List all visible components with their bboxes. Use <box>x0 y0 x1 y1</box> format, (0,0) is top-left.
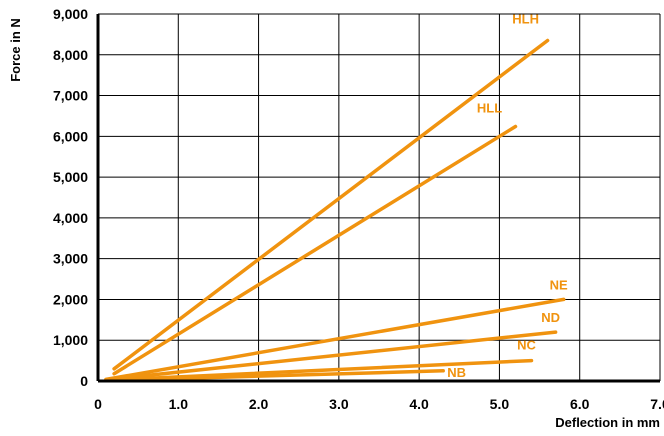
series-label-nc: NC <box>517 338 536 353</box>
series-label-nd: ND <box>541 310 560 325</box>
series-line-nd <box>104 330 558 382</box>
axes <box>96 14 660 383</box>
x-tick-label: 3.0 <box>329 396 349 412</box>
y-tick-label: 4,000 <box>53 210 88 226</box>
x-axis-label: Deflection in mm <box>555 415 660 430</box>
y-tick-label: 6,000 <box>53 128 88 144</box>
y-tick-label: 1,000 <box>53 332 88 348</box>
y-axis-label: Force in N <box>8 18 23 82</box>
y-tick-label: 8,000 <box>53 47 88 63</box>
y-tick-label: 9,000 <box>53 6 88 22</box>
x-tick-label: 0 <box>94 396 102 412</box>
series-labels: HLH HLL NE ND NC NB <box>447 12 568 380</box>
series-line-nb <box>104 369 445 383</box>
y-tick-label: 7,000 <box>53 88 88 104</box>
series-label-ne: NE <box>550 277 568 292</box>
series-lines <box>104 38 566 383</box>
grid <box>98 13 661 381</box>
x-tick-labels: 0 1.0 2.0 3.0 4.0 5.0 6.0 7.0 <box>94 396 664 412</box>
x-tick-label: 2.0 <box>249 396 269 412</box>
x-tick-label: 1.0 <box>169 396 189 412</box>
y-tick-label: 2,000 <box>53 291 88 307</box>
series-line-hll <box>112 124 518 376</box>
x-tick-label: 6.0 <box>570 396 590 412</box>
y-tick-labels: 0 1,000 2,000 3,000 4,000 5,000 6,000 7,000 8,00… <box>53 6 88 389</box>
series-label-nb: NB <box>447 365 466 380</box>
x-tick-label: 4.0 <box>409 396 429 412</box>
y-tick-label: 5,000 <box>53 169 88 185</box>
series-label-hlh: HLH <box>512 12 539 27</box>
y-tick-label: 0 <box>80 373 88 389</box>
series-label-hll: HLL <box>477 101 502 116</box>
x-tick-label: 5.0 <box>490 396 510 412</box>
series-line-ne <box>104 297 566 382</box>
series-line-hlh <box>112 38 550 371</box>
y-tick-label: 3,000 <box>53 251 88 267</box>
x-tick-label: 7.0 <box>650 396 664 412</box>
